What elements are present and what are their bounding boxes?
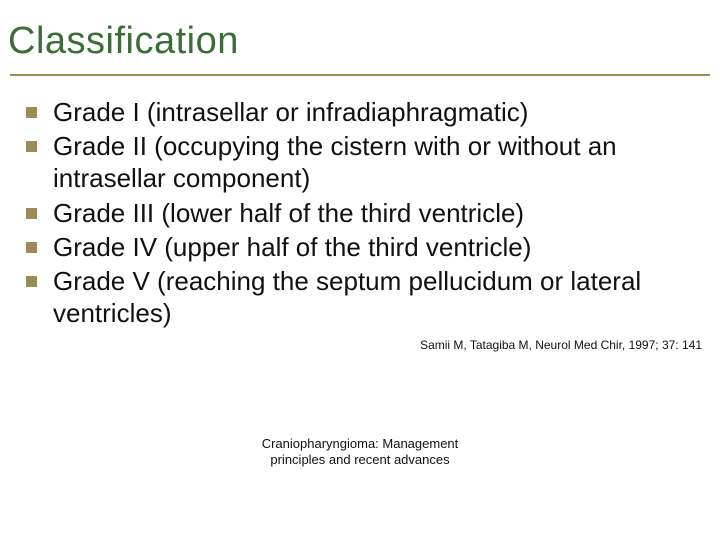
list-item-text: Grade V (reaching the septum pellucidum … [53, 265, 696, 329]
list-item: Grade I (intrasellar or infradiaphragmat… [26, 96, 696, 128]
bullet-icon [26, 242, 37, 253]
list-item-text: Grade III (lower half of the third ventr… [53, 197, 524, 229]
slide: Classification Grade I (intrasellar or i… [0, 0, 720, 540]
bullet-icon [26, 141, 37, 152]
list-item: Grade III (lower half of the third ventr… [26, 197, 696, 229]
footer-line: principles and recent advances [0, 452, 720, 468]
slide-title: Classification [8, 20, 239, 63]
list-item-text: Grade I (intrasellar or infradiaphragmat… [53, 96, 528, 128]
list-item: Grade V (reaching the septum pellucidum … [26, 265, 696, 329]
title-rule [10, 74, 710, 76]
footer-line: Craniopharyngioma: Management [0, 436, 720, 452]
list-item-text: Grade IV (upper half of the third ventri… [53, 231, 531, 263]
bullet-icon [26, 107, 37, 118]
bullet-icon [26, 208, 37, 219]
list-item-text: Grade II (occupying the cistern with or … [53, 130, 696, 194]
bullet-icon [26, 276, 37, 287]
list-item: Grade IV (upper half of the third ventri… [26, 231, 696, 263]
slide-body: Grade I (intrasellar or infradiaphragmat… [26, 96, 696, 332]
footer: Craniopharyngioma: Management principles… [0, 436, 720, 469]
list-item: Grade II (occupying the cistern with or … [26, 130, 696, 194]
citation-text: Samii M, Tatagiba M, Neurol Med Chir, 19… [420, 338, 702, 352]
